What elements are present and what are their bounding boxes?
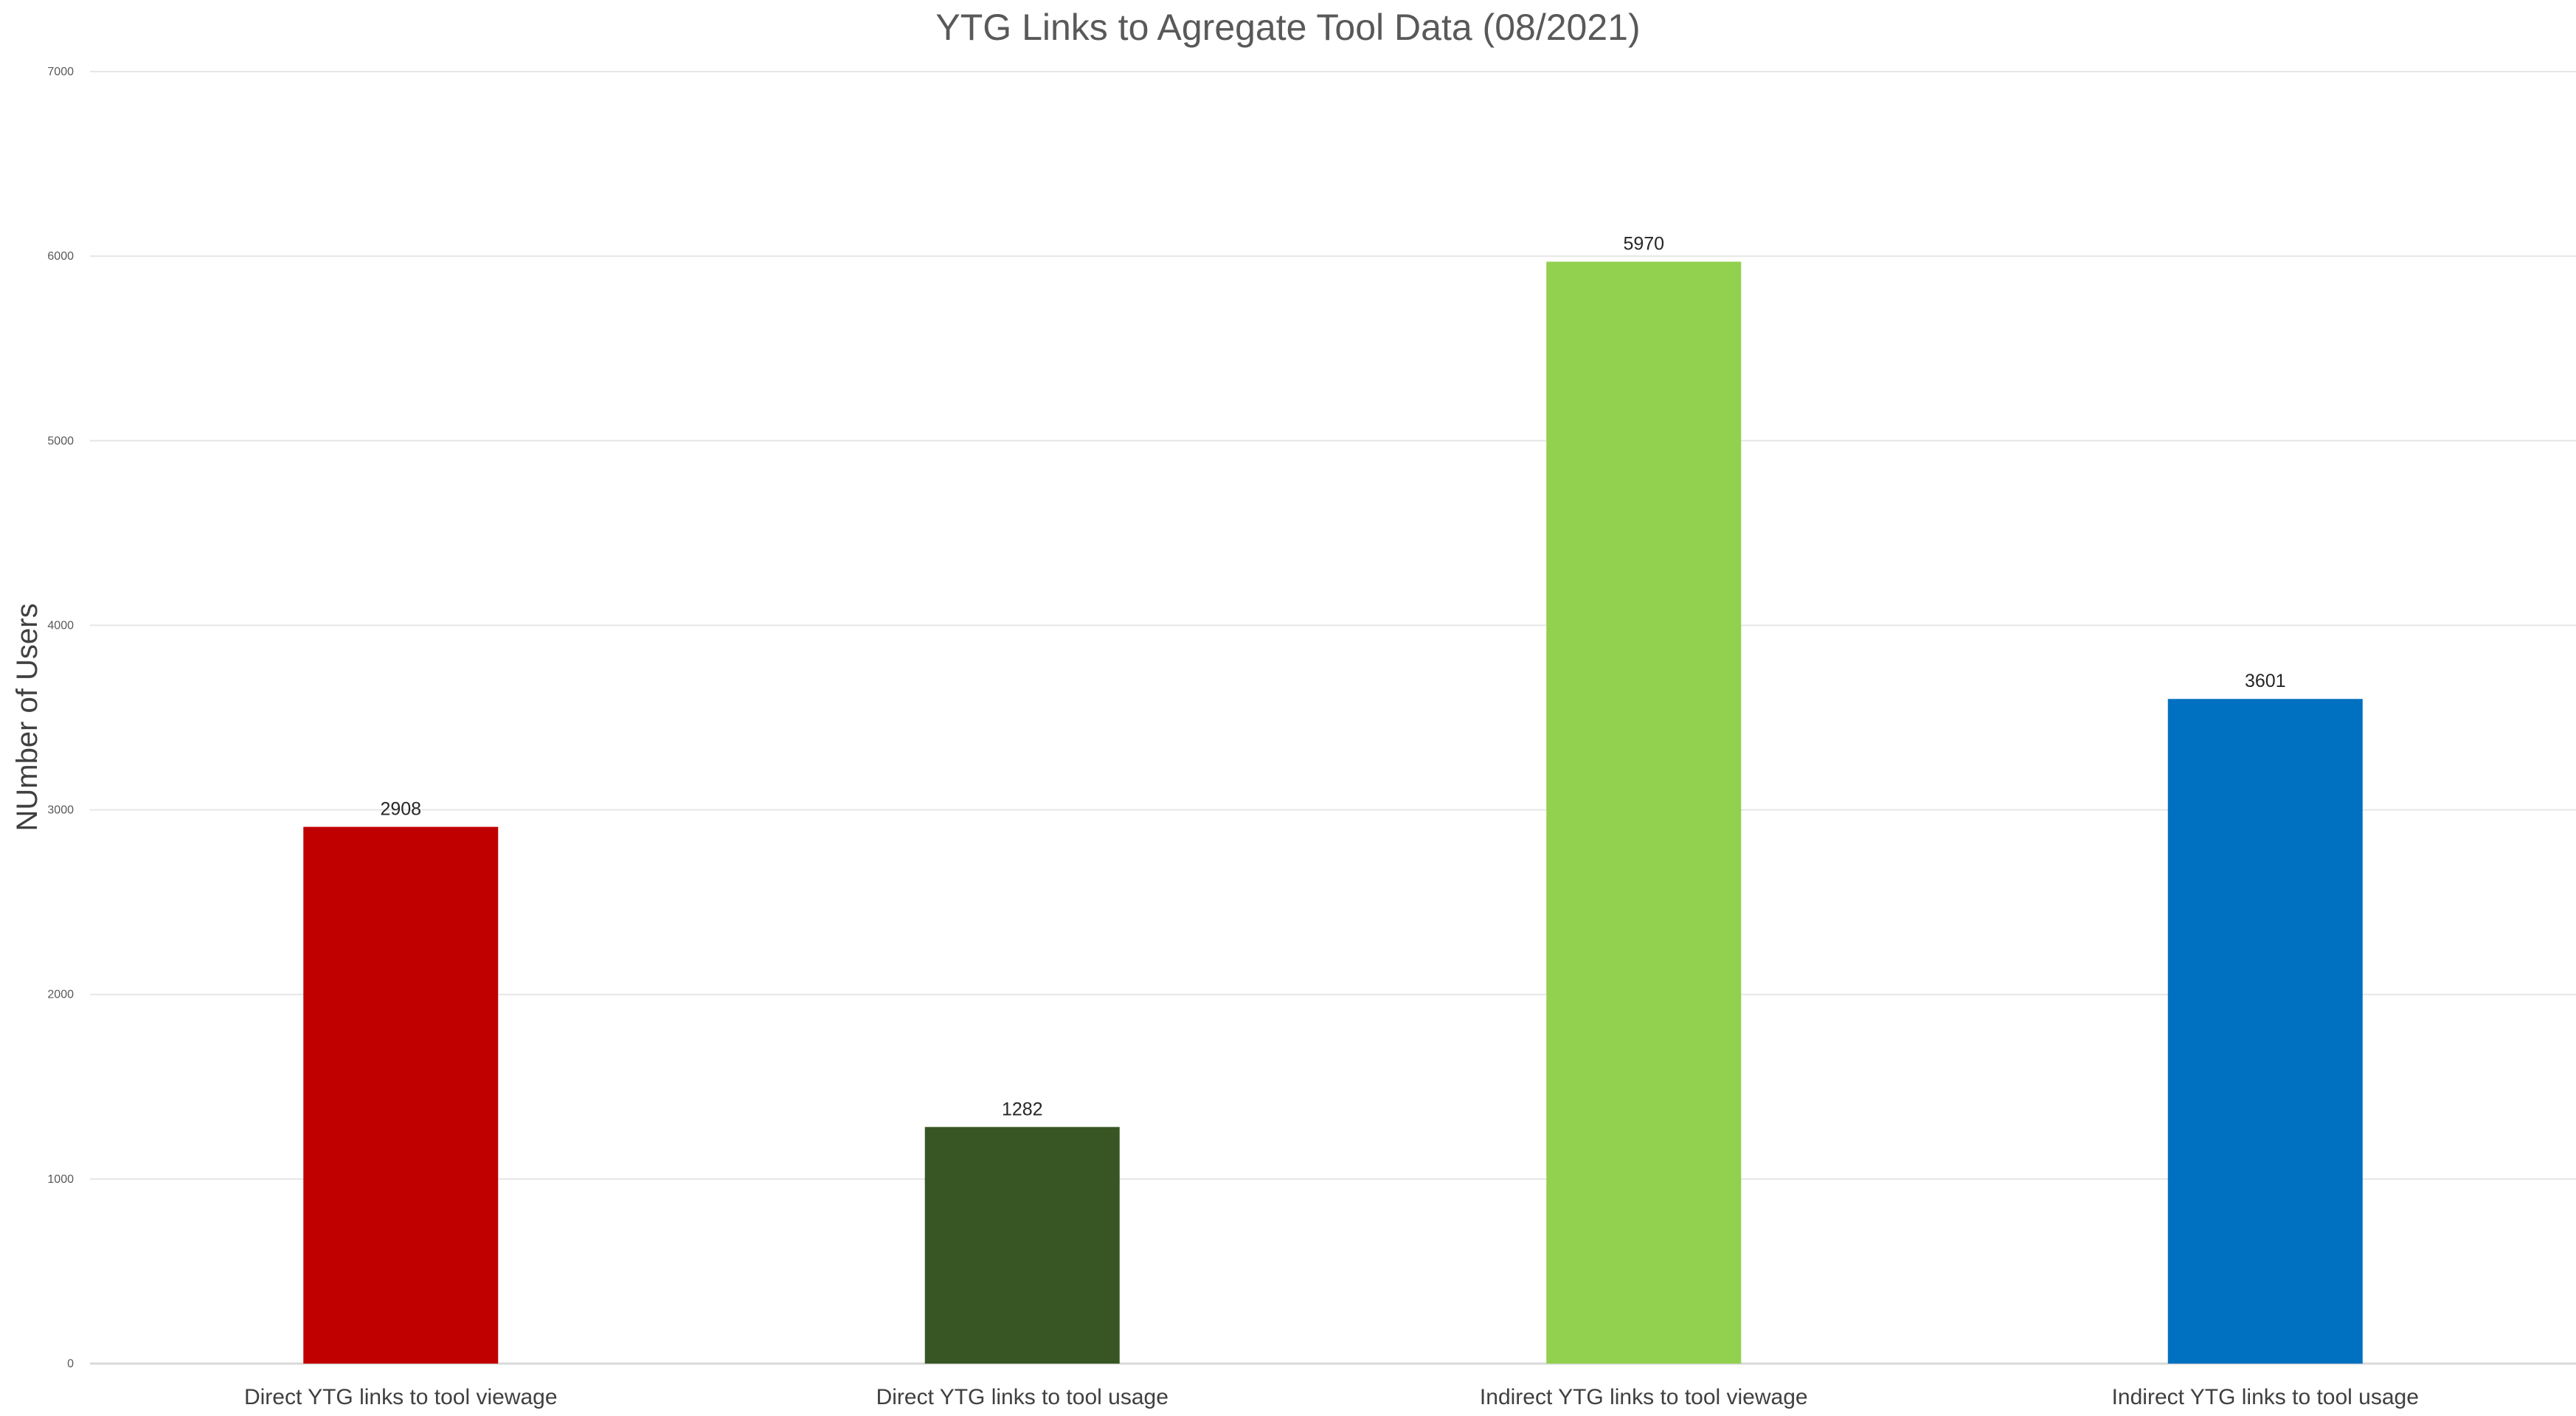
bar — [2167, 699, 2363, 1364]
gridlines — [90, 71, 2576, 1365]
bars — [303, 261, 2363, 1364]
y-tick-label: 7000 — [47, 66, 74, 78]
bar — [1546, 261, 1742, 1364]
category-label: Indirect YTG links to tool viewage — [1480, 1385, 1808, 1409]
bar — [924, 1127, 1120, 1364]
y-tick-label: 1000 — [47, 1173, 74, 1186]
y-tick-label: 4000 — [47, 619, 74, 632]
y-axis-ticks: 0 1000 2000 3000 4000 5000 6000 7000 — [47, 66, 74, 1370]
y-tick-label: 5000 — [47, 435, 74, 447]
chart-title: YTG Links to Agregate Tool Data (08/2021… — [935, 7, 1640, 48]
data-label: 2908 — [380, 799, 421, 820]
data-label: 5970 — [1623, 234, 1664, 255]
data-labels: 2908 1282 5970 3601 — [380, 234, 2285, 1120]
data-label: 3601 — [2245, 671, 2286, 691]
y-tick-label: 3000 — [47, 804, 74, 817]
data-label: 1282 — [1002, 1099, 1043, 1119]
category-labels: Direct YTG links to tool viewage Direct Y… — [244, 1385, 2419, 1409]
bar — [303, 826, 499, 1364]
category-label: Direct YTG links to tool usage — [876, 1385, 1168, 1409]
y-tick-label: 0 — [67, 1358, 74, 1370]
y-tick-label: 2000 — [47, 989, 74, 1001]
category-label: Indirect YTG links to tool usage — [2112, 1385, 2419, 1409]
y-tick-label: 6000 — [47, 250, 74, 263]
y-axis-label: NUmber of Users — [11, 604, 44, 832]
category-label: Direct YTG links to tool viewage — [244, 1385, 558, 1409]
